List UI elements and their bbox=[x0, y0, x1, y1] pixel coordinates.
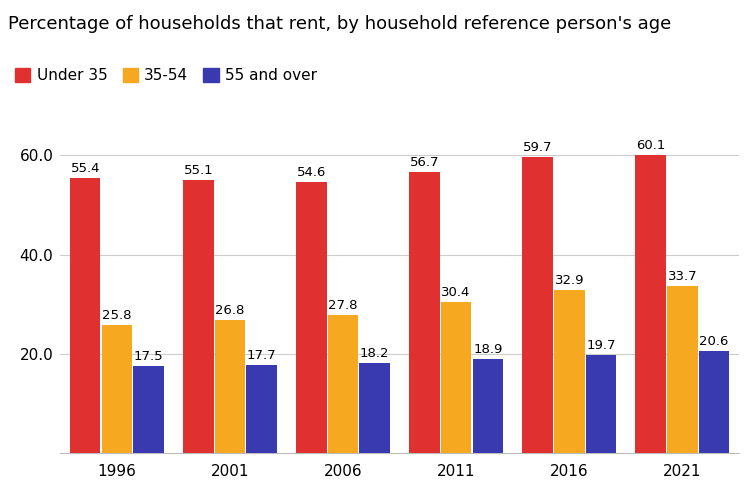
Bar bbox=[473, 359, 503, 453]
Bar bbox=[102, 325, 132, 453]
Text: 27.8: 27.8 bbox=[328, 299, 358, 312]
Text: 19.7: 19.7 bbox=[586, 339, 616, 352]
Bar bbox=[586, 355, 616, 453]
Bar bbox=[215, 320, 245, 453]
Bar bbox=[247, 365, 277, 453]
Bar bbox=[360, 363, 390, 453]
Text: 55.1: 55.1 bbox=[183, 163, 213, 177]
Text: 25.8: 25.8 bbox=[102, 309, 132, 322]
Text: 17.7: 17.7 bbox=[247, 349, 277, 362]
Bar bbox=[328, 315, 358, 453]
Text: Percentage of households that rent, by household reference person's age: Percentage of households that rent, by h… bbox=[8, 15, 671, 33]
Bar bbox=[296, 182, 326, 453]
Text: 55.4: 55.4 bbox=[70, 162, 100, 175]
Text: 18.9: 18.9 bbox=[474, 343, 502, 356]
Text: 33.7: 33.7 bbox=[667, 270, 697, 283]
Text: 20.6: 20.6 bbox=[700, 334, 728, 348]
Bar bbox=[409, 172, 440, 453]
Text: 56.7: 56.7 bbox=[409, 156, 440, 169]
Legend: Under 35, 35-54, 55 and over: Under 35, 35-54, 55 and over bbox=[15, 68, 317, 83]
Text: 54.6: 54.6 bbox=[297, 166, 326, 179]
Bar bbox=[183, 180, 213, 453]
Text: 30.4: 30.4 bbox=[442, 286, 470, 299]
Text: 59.7: 59.7 bbox=[523, 141, 553, 154]
Text: 32.9: 32.9 bbox=[554, 274, 584, 287]
Text: 60.1: 60.1 bbox=[636, 139, 665, 152]
Text: 17.5: 17.5 bbox=[133, 350, 164, 363]
Bar bbox=[70, 178, 100, 453]
Bar bbox=[699, 351, 729, 453]
Text: 18.2: 18.2 bbox=[360, 347, 390, 360]
Bar bbox=[636, 155, 666, 453]
Bar bbox=[667, 286, 697, 453]
Bar bbox=[441, 302, 471, 453]
Bar bbox=[523, 157, 553, 453]
Text: 26.8: 26.8 bbox=[216, 304, 244, 317]
Bar bbox=[554, 290, 584, 453]
Bar bbox=[133, 366, 164, 453]
